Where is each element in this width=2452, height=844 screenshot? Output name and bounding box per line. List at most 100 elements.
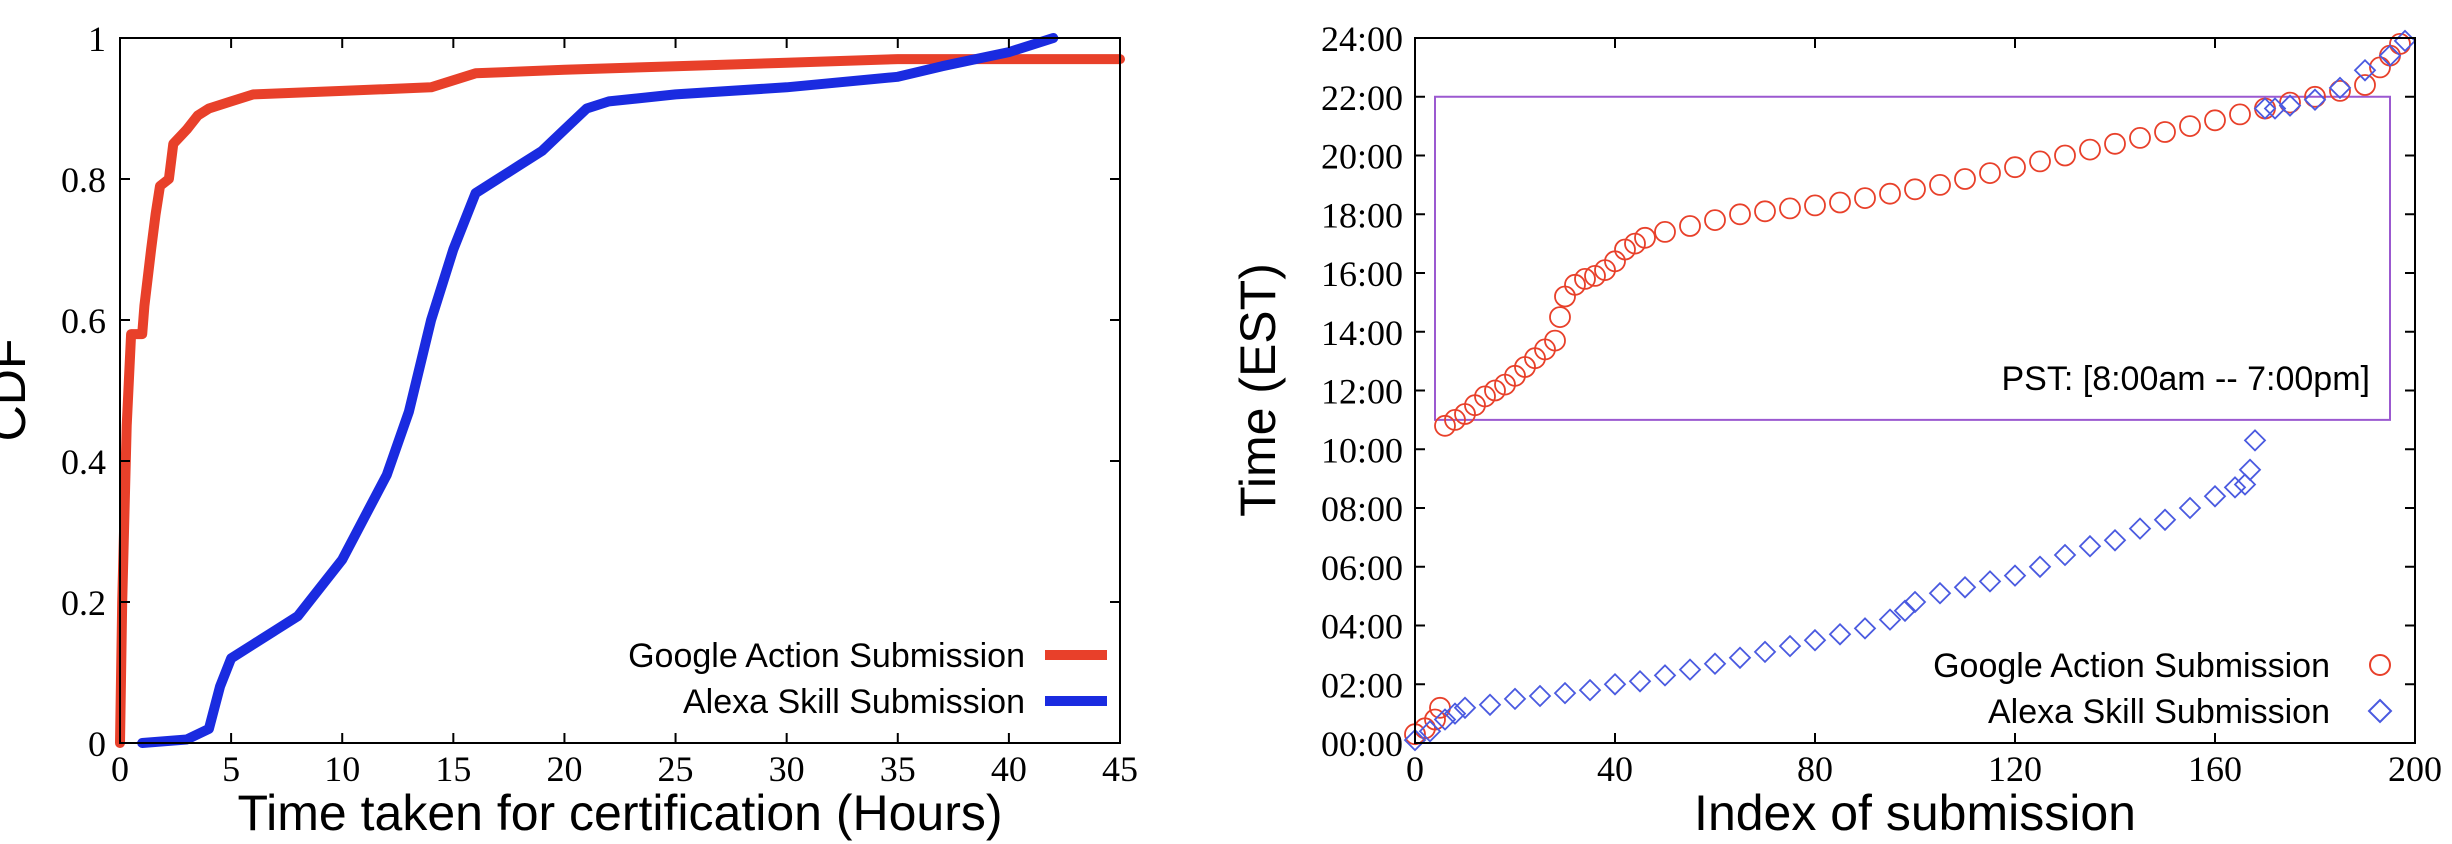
time-point-google [1954,168,1976,190]
time-point-alexa [2303,88,2327,111]
cdf-x-axis-label: Time taken for certification (Hours) [237,785,1002,841]
time-point-alexa [2253,97,2277,120]
cdf-x-tick-label: 0 [111,749,129,789]
cdf-legend: Google Action Submission Alexa Skill Sub… [628,637,1107,721]
time-legend: Google Action Submission Alexa Skill Sub… [1933,647,2393,731]
time-y-tick-label: 22:00 [1321,78,1403,118]
time-point-alexa [2103,529,2127,552]
time-point-alexa [1778,634,1802,658]
time-point-google [2004,156,2026,179]
cdf-series-line-google [115,54,1125,748]
time-y-tick-label: 20:00 [1321,137,1403,177]
time-x-tick-label: 80 [1797,749,1833,789]
time-point-alexa [1803,628,1827,652]
time-point-google [1979,162,2001,185]
time-point-alexa [2053,543,2077,567]
time-point-google [2154,121,2176,143]
time-scatter-chart: PST: [8:00am -- 7:00pm] 0 40 80 120 160 200 00… [1230,19,2442,841]
time-point-google [1424,708,1446,731]
time-point-google [1779,197,1801,220]
time-y-tick-label: 18:00 [1321,195,1403,235]
time-point-google [1654,220,1676,243]
cdf-y-tick-label: 1 [88,19,106,59]
time-point-google [2354,74,2376,96]
time-point-google [1804,194,1826,217]
time-point-alexa [1443,702,1467,725]
time-point-alexa [1878,608,1902,631]
time-point-alexa [1978,570,2002,593]
time-y-tick-label: 00:00 [1321,724,1403,764]
time-point-alexa [2378,44,2402,67]
time-point-alexa [1953,576,1977,599]
time-legend-marker-alexa [2367,698,2393,724]
time-point-alexa [2078,534,2102,558]
time-y-tick-label: 12:00 [1321,372,1403,412]
cdf-series-line-alexa [137,33,1059,748]
cdf-y-tick-label: 0.2 [61,583,106,623]
time-point-google [1879,182,1901,205]
time-point-google [2379,44,2401,67]
time-point-alexa [1478,693,1502,717]
time-ticks: 0 40 80 120 160 200 00:00 02:00 04:00 06:00 08:00 1… [1321,19,2442,789]
time-point-alexa [1578,678,1602,702]
cdf-x-tick-label: 15 [435,749,471,789]
cdf-y-tick-label: 0.4 [61,442,106,482]
time-scatter-marks [1403,29,2417,752]
time-point-google [1729,203,1751,226]
time-point-google [1754,200,1776,223]
time-point-alexa [1628,670,1652,693]
time-point-alexa [2278,94,2302,117]
time-point-alexa [1703,652,1727,675]
time-legend-marker-google [2369,654,2391,676]
time-point-google [2179,115,2201,137]
time-point-alexa [2178,496,2202,520]
time-y-tick-label: 10:00 [1321,430,1403,470]
time-point-google [2104,132,2126,155]
time-point-google [2029,150,2051,173]
time-point-alexa [1453,696,1477,720]
time-point-google [2229,103,2251,126]
time-y-tick-label: 02:00 [1321,665,1403,705]
time-point-alexa [1418,720,1442,743]
time-point-alexa [1653,664,1677,687]
time-x-tick-label: 200 [2388,749,2442,789]
pst-window-box [1434,95,2391,421]
time-point-google [2389,33,2411,55]
time-point-alexa [2243,429,2267,452]
time-point-alexa [2003,564,2027,587]
time-point-google [1854,187,1876,210]
time-point-alexa [1828,623,1852,646]
time-point-alexa [2233,473,2257,496]
time-point-alexa [1403,728,1427,752]
cdf-x-tick-label: 5 [222,749,240,789]
time-point-google [2129,126,2151,149]
time-x-axis-label: Index of submission [1694,785,2136,841]
time-x-tick-label: 40 [1597,749,1633,789]
time-y-tick-label: 04:00 [1321,607,1403,647]
cdf-x-tick-label: 25 [658,749,694,789]
time-point-alexa [2328,76,2352,100]
cdf-y-tick-label: 0.6 [61,301,106,341]
time-point-google [1904,178,1926,201]
time-point-alexa [2238,458,2262,482]
time-point-google [2304,85,2326,108]
cdf-legend-label-alexa: Alexa Skill Submission [683,683,1025,721]
cdf-y-tick-label: 0 [88,724,106,764]
time-point-alexa [2203,485,2227,508]
pst-window-annotation: PST: [8:00am -- 7:00pm] [1434,95,2391,421]
time-point-google [1574,267,1596,290]
time-y-tick-label: 06:00 [1321,548,1403,588]
time-y-tick-label: 08:00 [1321,489,1403,529]
cdf-x-tick-label: 20 [546,749,582,789]
cdf-plot-frame [119,37,1121,744]
cdf-x-tick-label: 30 [769,749,805,789]
pst-window-label: PST: [8:00am -- 7:00pm] [2002,360,2371,398]
time-point-google [1554,285,1576,308]
time-point-alexa [1753,640,1777,664]
time-y-axis-label: Time (EST) [1230,263,1286,517]
time-point-alexa [1853,617,1877,640]
time-legend-label-google: Google Action Submission [1933,647,2330,685]
time-point-google [2329,80,2351,102]
time-y-tick-label: 16:00 [1321,254,1403,294]
